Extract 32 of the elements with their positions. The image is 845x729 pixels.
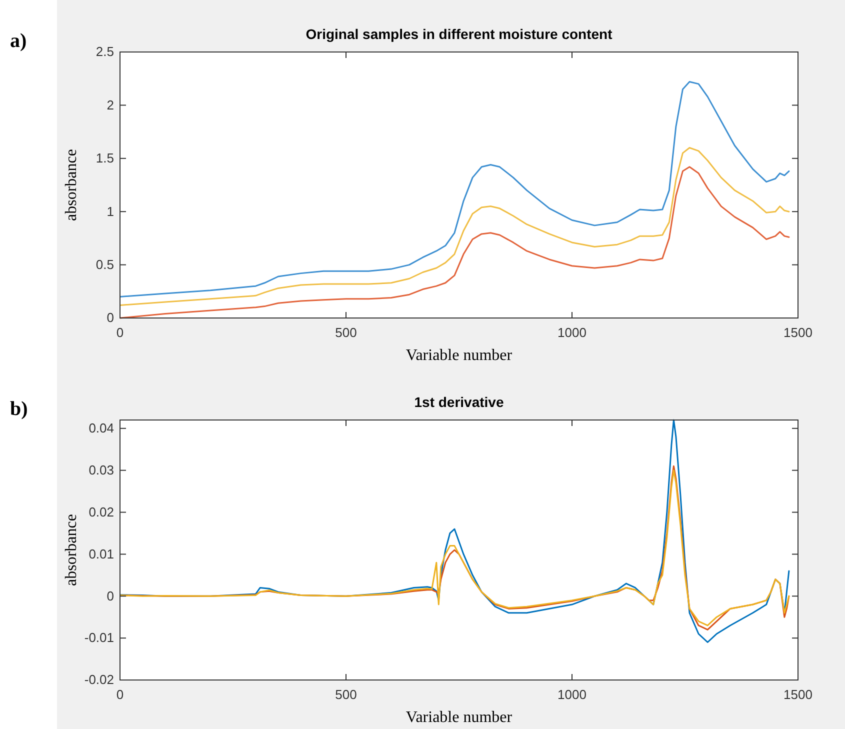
y-tick-label: 1	[106, 204, 114, 219]
x-tick-label: 1500	[784, 325, 812, 340]
line-series	[120, 81, 790, 298]
x-tick-label: 1500	[784, 687, 812, 702]
chart-title: 1st derivative	[414, 394, 504, 410]
y-tick-label: 0.02	[88, 504, 114, 520]
y-tick-label: 0.01	[88, 546, 114, 562]
x-axis-title: Variable number	[406, 709, 513, 726]
x-tick-label: 1000	[558, 687, 586, 702]
y-tick-label: 0.5	[96, 256, 114, 272]
text: b)	[10, 398, 28, 420]
y-tick-label: 1.5	[96, 150, 114, 166]
y-axis-title: absorbance	[63, 514, 80, 586]
x-tick-label: 0	[116, 687, 124, 702]
x-tick-label: 0	[116, 325, 124, 340]
line-series	[120, 147, 790, 306]
y-tick-label: 0	[106, 310, 114, 326]
chart-title: Original samples in different moisture content	[306, 26, 613, 42]
y-tick-label: 0.04	[88, 420, 114, 436]
y-tick-label: -0.02	[84, 672, 114, 688]
line-series	[120, 166, 790, 319]
x-tick-label: 1000	[558, 325, 586, 340]
y-tick-label: -0.01	[84, 630, 114, 646]
y-axis-title: absorbance	[63, 149, 80, 221]
x-axis-title: Variable number	[406, 347, 513, 364]
text: a)	[10, 30, 27, 52]
y-tick-label: 0.03	[88, 462, 114, 478]
y-tick-label: 0	[106, 588, 114, 604]
y-tick-label: 2	[106, 97, 114, 112]
x-tick-label: 500	[335, 325, 357, 340]
x-tick-label: 500	[335, 687, 357, 702]
y-tick-label: 2.5	[96, 44, 114, 60]
